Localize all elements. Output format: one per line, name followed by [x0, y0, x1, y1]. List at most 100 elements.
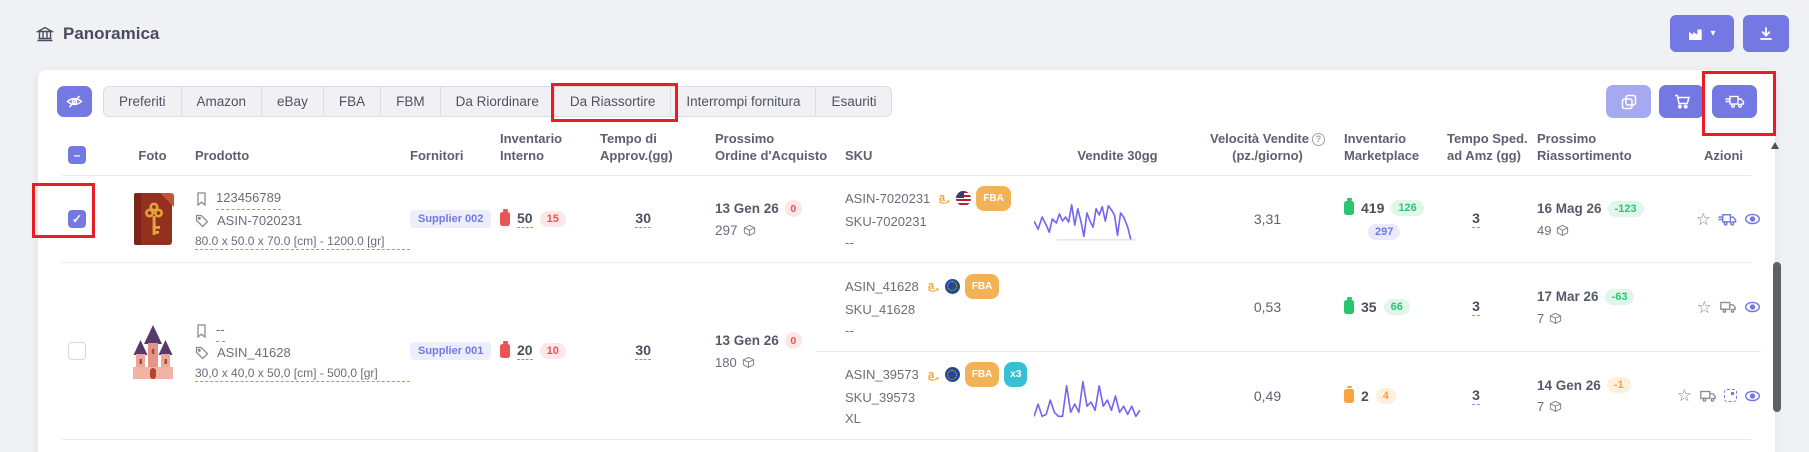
product-ref-link[interactable]: -- — [216, 320, 225, 342]
next-purchase-qty: 180 — [715, 355, 737, 370]
supplier-cell: Supplier 001 — [410, 263, 500, 439]
duplicate-dashed-icon[interactable] — [1724, 389, 1737, 402]
row-checkbox-checked[interactable]: ✓ — [68, 210, 86, 228]
velocity-cell: 0,53 — [1205, 263, 1330, 351]
supplier-badge[interactable]: Supplier 001 — [410, 342, 492, 360]
next-purchase-cell: 13 Gen 26 0 297 — [675, 176, 815, 262]
ship-time-value[interactable]: 3 — [1472, 210, 1480, 228]
restock-qty: 7 — [1537, 310, 1545, 326]
scrollbar-up-arrow[interactable] — [1771, 142, 1779, 149]
hide-filter-button[interactable] — [57, 86, 92, 117]
sku-code: SKU_41628 — [845, 301, 916, 317]
actions-cell: ☆ — [1657, 263, 1761, 351]
restock-shipment-button[interactable] — [1702, 71, 1776, 136]
header-foto: Foto — [138, 148, 167, 163]
marketplace-inventory-badge: 4 — [1375, 387, 1396, 404]
table-row: -- ASIN_41628 30,0 x 40,0 x 50,0 [cm] - … — [62, 263, 1761, 440]
multipack-badge: x3 — [1004, 362, 1028, 387]
sku-code: SKU_39573 — [845, 390, 916, 405]
sku-cell: ASIN-7020231 a FBA SKU-7020231 -- — [815, 176, 1030, 262]
product-info-cell: -- ASIN_41628 30,0 x 40,0 x 50,0 [cm] - … — [195, 263, 410, 439]
chevron-down-icon: ▾ — [1710, 28, 1716, 39]
product-ref-link[interactable]: 123456789 — [216, 188, 282, 210]
tab-esauriti[interactable]: Esauriti — [816, 86, 893, 117]
duplicate-button[interactable] — [1606, 85, 1651, 118]
package-cube-icon — [742, 356, 755, 369]
header-prodotto: Prodotto — [195, 148, 250, 163]
purchase-order-button[interactable] — [1659, 85, 1704, 118]
tab-ebay[interactable]: eBay — [262, 86, 324, 117]
warehouse-select-button[interactable]: ▾ — [1670, 15, 1734, 52]
eu-flag-icon — [944, 367, 960, 382]
tab-da-riassortire[interactable]: Da Riassortire — [550, 83, 679, 122]
tab-interrompi-fornitura[interactable]: Interrompi fornitura — [671, 86, 817, 117]
lead-time-value[interactable]: 30 — [635, 210, 651, 228]
ship-time-value[interactable]: 3 — [1472, 298, 1480, 316]
sales-sparkline-chart — [1034, 203, 1136, 241]
download-button[interactable] — [1743, 15, 1789, 52]
package-cube-icon — [1549, 312, 1562, 325]
sales-sparkline-cell — [1030, 351, 1205, 439]
row-checkbox-unchecked[interactable] — [68, 342, 86, 360]
scrollbar-thumb[interactable] — [1773, 262, 1781, 412]
package-cube-icon — [1549, 400, 1562, 413]
marketplace-inventory-badge: 66 — [1383, 299, 1410, 315]
favorite-star-icon[interactable]: ☆ — [1695, 209, 1711, 229]
tab-da-riordinare[interactable]: Da Riordinare — [440, 86, 555, 117]
overview-card: Preferiti Amazon eBay FBA FBM Da Riordin… — [32, 70, 1776, 452]
marketplace-inventory-value: 35 — [1361, 299, 1377, 315]
sales-sparkline-chart — [1034, 380, 1141, 417]
sku-asin: ASIN_39573 — [845, 367, 919, 382]
battery-low-icon — [500, 209, 510, 226]
header-azioni: Azioni — [1704, 148, 1743, 163]
product-dimensions[interactable]: 30,0 x 40,0 x 50,0 [cm] - 500,0 [gr] — [195, 366, 410, 382]
filter-tabs: Preferiti Amazon eBay FBA FBM Da Riordin… — [103, 83, 893, 122]
battery-medium-icon — [1344, 385, 1354, 403]
internal-inventory-value[interactable]: 20 — [517, 342, 533, 360]
restock-date: 14 Gen 26 — [1537, 377, 1601, 393]
fba-badge: FBA — [964, 362, 1000, 387]
tab-fbm[interactable]: FBM — [381, 86, 441, 117]
tab-amazon[interactable]: Amazon — [181, 86, 263, 117]
favorite-star-icon[interactable]: ☆ — [1676, 386, 1692, 405]
restock-date: 17 Mar 26 — [1537, 289, 1599, 304]
next-purchase-badge: 0 — [784, 200, 802, 217]
shipment-truck-icon[interactable] — [1719, 300, 1737, 314]
favorite-star-icon[interactable]: ☆ — [1696, 297, 1712, 317]
sku-size: -- — [845, 322, 854, 338]
velocity-cell: 3,31 — [1205, 176, 1330, 262]
svg-text:a: a — [928, 369, 935, 381]
velocity-value: 0,53 — [1253, 299, 1282, 315]
next-purchase-qty: 297 — [715, 223, 738, 238]
battery-full-icon — [1344, 297, 1354, 314]
view-eye-icon[interactable] — [1744, 300, 1761, 314]
amazon-icon: a — [926, 279, 940, 293]
package-cube-icon — [743, 224, 756, 237]
next-purchase-badge: 0 — [784, 332, 802, 349]
restock-cell: 16 Mag 26 -123 49 — [1507, 176, 1657, 262]
internal-inventory-value[interactable]: 50 — [517, 210, 533, 228]
sku-size: -- — [845, 234, 854, 250]
product-photo-book[interactable] — [110, 176, 195, 262]
shipment-truck-icon[interactable] — [1718, 212, 1737, 227]
marketplace-inventory-badge: 126 — [1391, 200, 1424, 216]
tab-preferiti[interactable]: Preferiti — [103, 86, 182, 117]
amazon-icon: a — [937, 191, 951, 205]
info-icon[interactable]: ? — [1312, 133, 1325, 146]
table-row: ✓ — [32, 176, 1761, 263]
view-eye-icon[interactable] — [1744, 389, 1761, 403]
restock-cell: 17 Mar 26 -63 7 — [1507, 263, 1657, 351]
shipment-truck-icon[interactable] — [1699, 389, 1717, 403]
tab-fba[interactable]: FBA — [323, 86, 382, 117]
product-dimensions[interactable]: 80.0 x 50.0 x 70.0 [cm] - 1200.0 [gr] — [195, 234, 410, 250]
lead-time-value[interactable]: 30 — [635, 342, 651, 360]
velocity-cell: 0,49 — [1205, 351, 1330, 439]
eye-off-icon — [66, 94, 83, 109]
select-all-checkbox[interactable]: – — [68, 146, 86, 164]
header-vendite-30gg: Vendite 30gg — [1077, 148, 1158, 163]
view-eye-icon[interactable] — [1744, 212, 1761, 226]
product-photo-castle[interactable] — [110, 263, 195, 439]
supplier-badge[interactable]: Supplier 002 — [410, 210, 492, 228]
ship-time-value[interactable]: 3 — [1472, 386, 1480, 405]
annotation-box-row-checkbox — [32, 183, 95, 238]
